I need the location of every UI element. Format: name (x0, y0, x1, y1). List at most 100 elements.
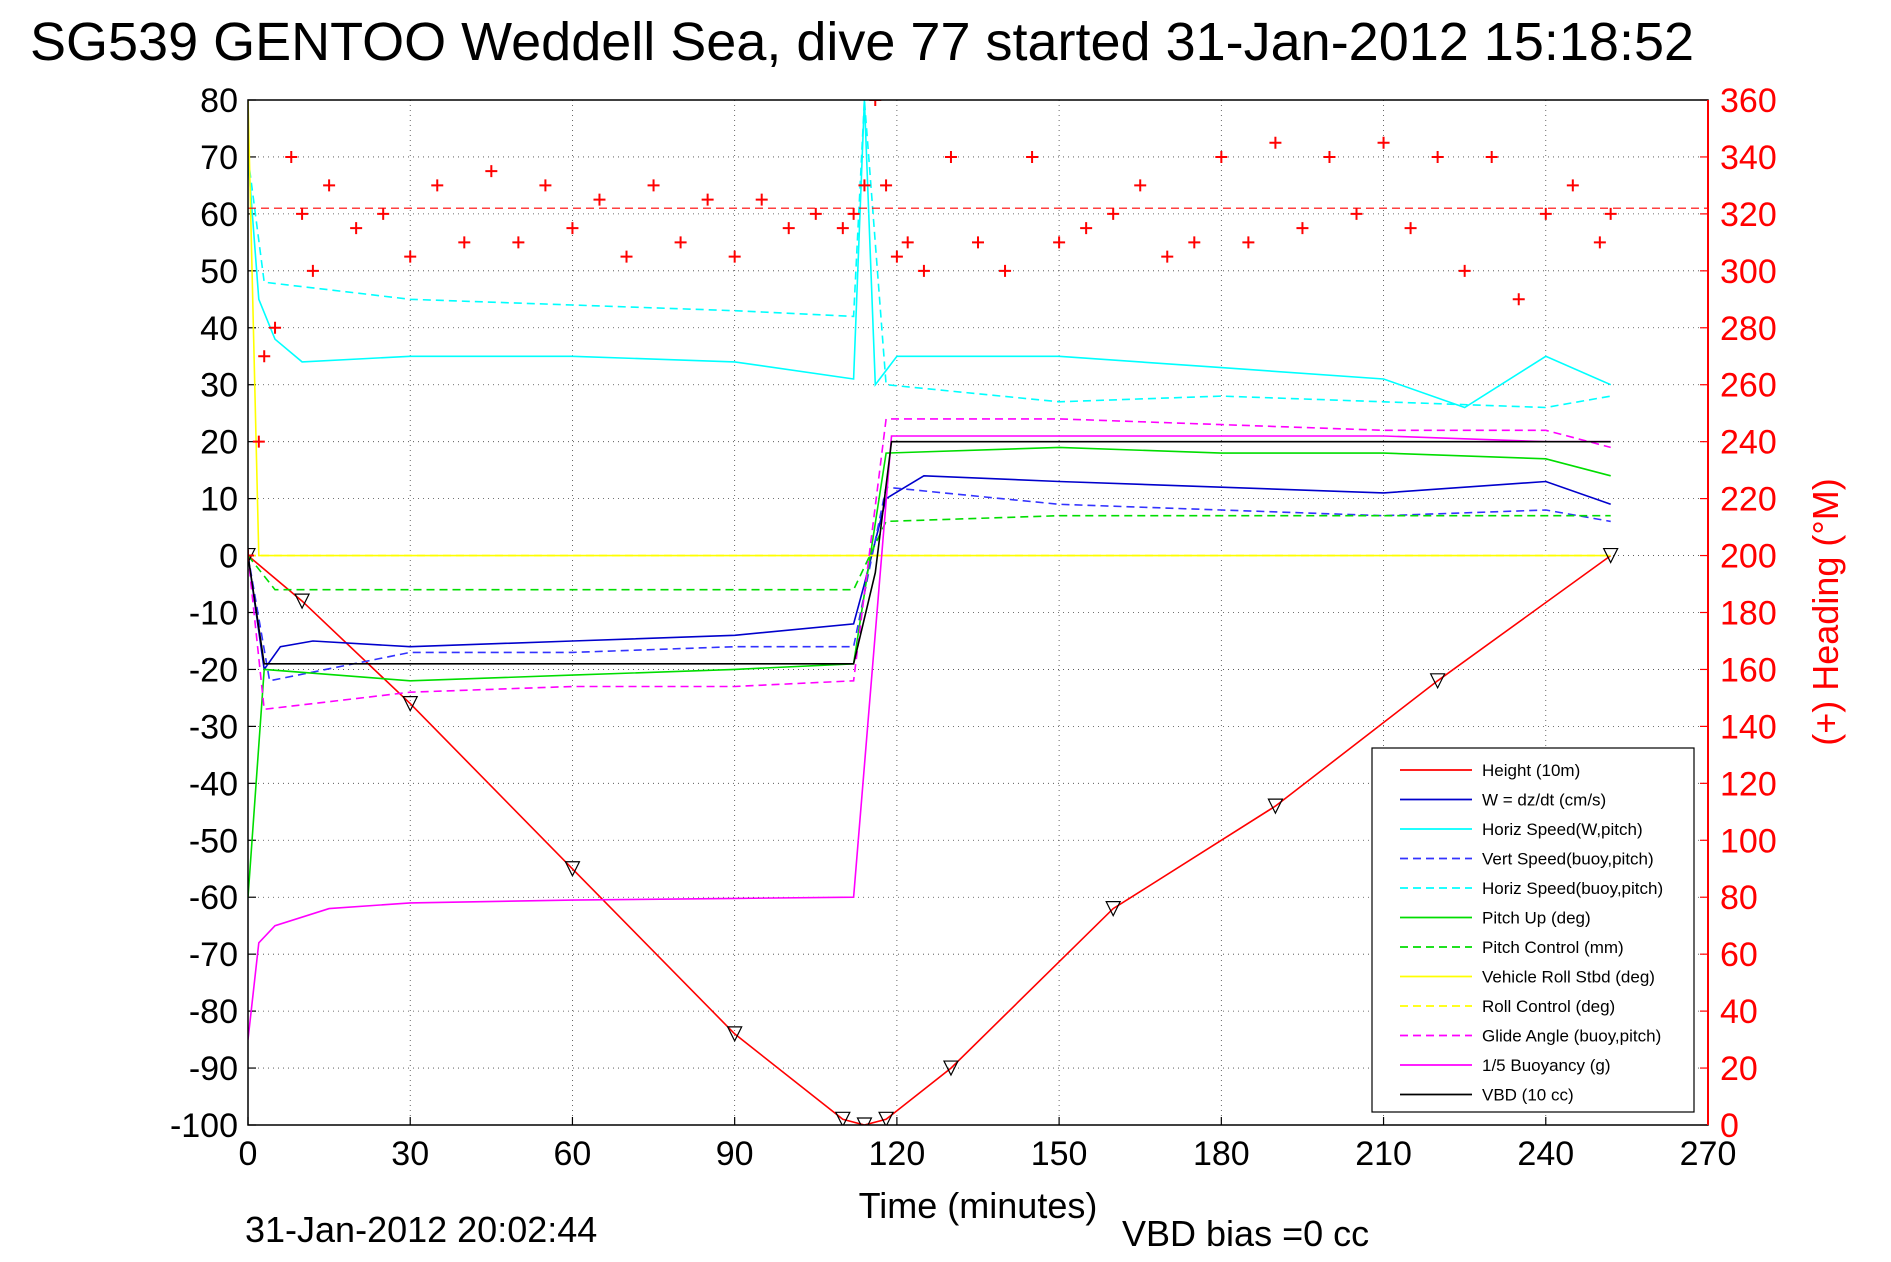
heading-point (1377, 136, 1390, 149)
heading-point (809, 207, 822, 220)
series-line-3 (248, 486, 1611, 682)
heading-point (1458, 264, 1471, 277)
y2-tick-label: 160 (1720, 651, 1777, 689)
x-tick-label: 30 (391, 1135, 429, 1173)
x-tick-label: 270 (1680, 1135, 1737, 1173)
y-tick-label: -50 (189, 822, 238, 860)
heading-point (836, 222, 849, 235)
heading-point (539, 179, 552, 192)
heading-point (1215, 150, 1228, 163)
x-tick-label: 150 (1031, 1135, 1088, 1173)
heading-point (248, 549, 254, 562)
heading-point (1053, 236, 1066, 249)
height-marker (1267, 798, 1284, 815)
y2-tick-label: 60 (1720, 936, 1758, 974)
legend-label: Height (10m) (1482, 761, 1580, 780)
heading-point (890, 250, 903, 263)
heading-point (323, 179, 336, 192)
y-tick-label: 30 (200, 367, 238, 405)
series-line-5 (248, 446, 1611, 898)
x-tick-label: 240 (1517, 1135, 1574, 1173)
heading-point (1134, 179, 1147, 192)
heading-point (306, 264, 319, 277)
heading-point (1512, 293, 1525, 306)
heading-point (269, 321, 282, 334)
heading-point (285, 150, 298, 163)
legend-label: Horiz Speed(buoy,pitch) (1482, 879, 1663, 898)
legend-label: Vehicle Roll Stbd (deg) (1482, 968, 1655, 987)
y2-tick-label: 220 (1720, 481, 1777, 519)
height-marker (1602, 547, 1619, 564)
heading-point (404, 250, 417, 263)
heading-point (755, 193, 768, 206)
heading-point (1566, 179, 1579, 192)
y-tick-label: 80 (200, 82, 238, 120)
y2-tick-label: 200 (1720, 538, 1777, 576)
y-tick-label: 0 (219, 538, 238, 576)
x-tick-label: 210 (1355, 1135, 1412, 1173)
heading-point (377, 207, 390, 220)
heading-markers (248, 100, 1708, 562)
y-tick-label: 20 (200, 424, 238, 462)
heading-point (1485, 150, 1498, 163)
height-marker (564, 861, 581, 878)
heading-point (458, 236, 471, 249)
heading-point (999, 264, 1012, 277)
legend-label: 1/5 Buoyancy (g) (1482, 1056, 1611, 1075)
y2-tick-label: 80 (1720, 879, 1758, 917)
x-axis-ticks: 0 30 60 90 120 150 180 210 240 270 (239, 1117, 1737, 1173)
y-tick-label: -60 (189, 879, 238, 917)
heading-point (647, 179, 660, 192)
y-tick-label: -10 (189, 595, 238, 633)
heading-point (701, 193, 714, 206)
y-tick-label: 70 (200, 139, 238, 177)
vbd-bias: VBD bias =0 cc (1122, 1213, 1369, 1254)
series-line-9 (248, 418, 1611, 711)
y-tick-label: 40 (200, 310, 238, 348)
y-tick-label: 50 (200, 253, 238, 291)
heading-point (1350, 207, 1363, 220)
heading-point (1242, 236, 1255, 249)
legend-label: Horiz Speed(W,pitch) (1482, 820, 1643, 839)
heading-point (1431, 150, 1444, 163)
heading-point (782, 222, 795, 235)
heading-point (252, 435, 265, 448)
heading-point (847, 207, 860, 220)
heading-point (431, 179, 444, 192)
height-marker (294, 593, 311, 610)
heading-point (512, 236, 525, 249)
series-line-4 (248, 100, 1611, 409)
heading-point (1604, 207, 1617, 220)
series-line-1 (248, 474, 1611, 672)
heading-point (858, 179, 871, 192)
series-line-2 (248, 100, 1612, 409)
y2-tick-label: 360 (1720, 82, 1777, 120)
height-marker (1105, 901, 1122, 917)
heading-point (901, 236, 914, 249)
heading-point (1107, 207, 1120, 220)
legend-label: VBD (10 cc) (1482, 1086, 1574, 1105)
y2-tick-label: 100 (1720, 822, 1777, 860)
legend-label: Roll Control (deg) (1482, 997, 1615, 1016)
height-marker (856, 1117, 873, 1125)
series-line-11 (248, 440, 1611, 665)
y-tick-label: -90 (189, 1050, 238, 1088)
y2-tick-label: 120 (1720, 765, 1777, 803)
legend-label: W = dz/dt (cm/s) (1482, 791, 1606, 810)
x-tick-label: 0 (239, 1135, 258, 1173)
legend-label: Vert Speed(buoy,pitch) (1482, 850, 1654, 869)
heading-point (944, 150, 957, 163)
height-marker (942, 1060, 959, 1077)
series-line-6 (248, 514, 1611, 591)
y-tick-label: -40 (189, 765, 238, 803)
height-marker (834, 1111, 851, 1125)
heading-point (1296, 222, 1309, 235)
heading-point (620, 250, 633, 263)
x-tick-label: 180 (1193, 1135, 1250, 1173)
legend-label: Glide Angle (buoy,pitch) (1482, 1027, 1661, 1046)
legend: Height (10m) W = dz/dt (cm/s) Horiz Speed(… (1371, 747, 1695, 1113)
y2-tick-label: 340 (1720, 139, 1777, 177)
heading-point (1323, 150, 1336, 163)
heading-point (1026, 150, 1039, 163)
heading-point (593, 193, 606, 206)
